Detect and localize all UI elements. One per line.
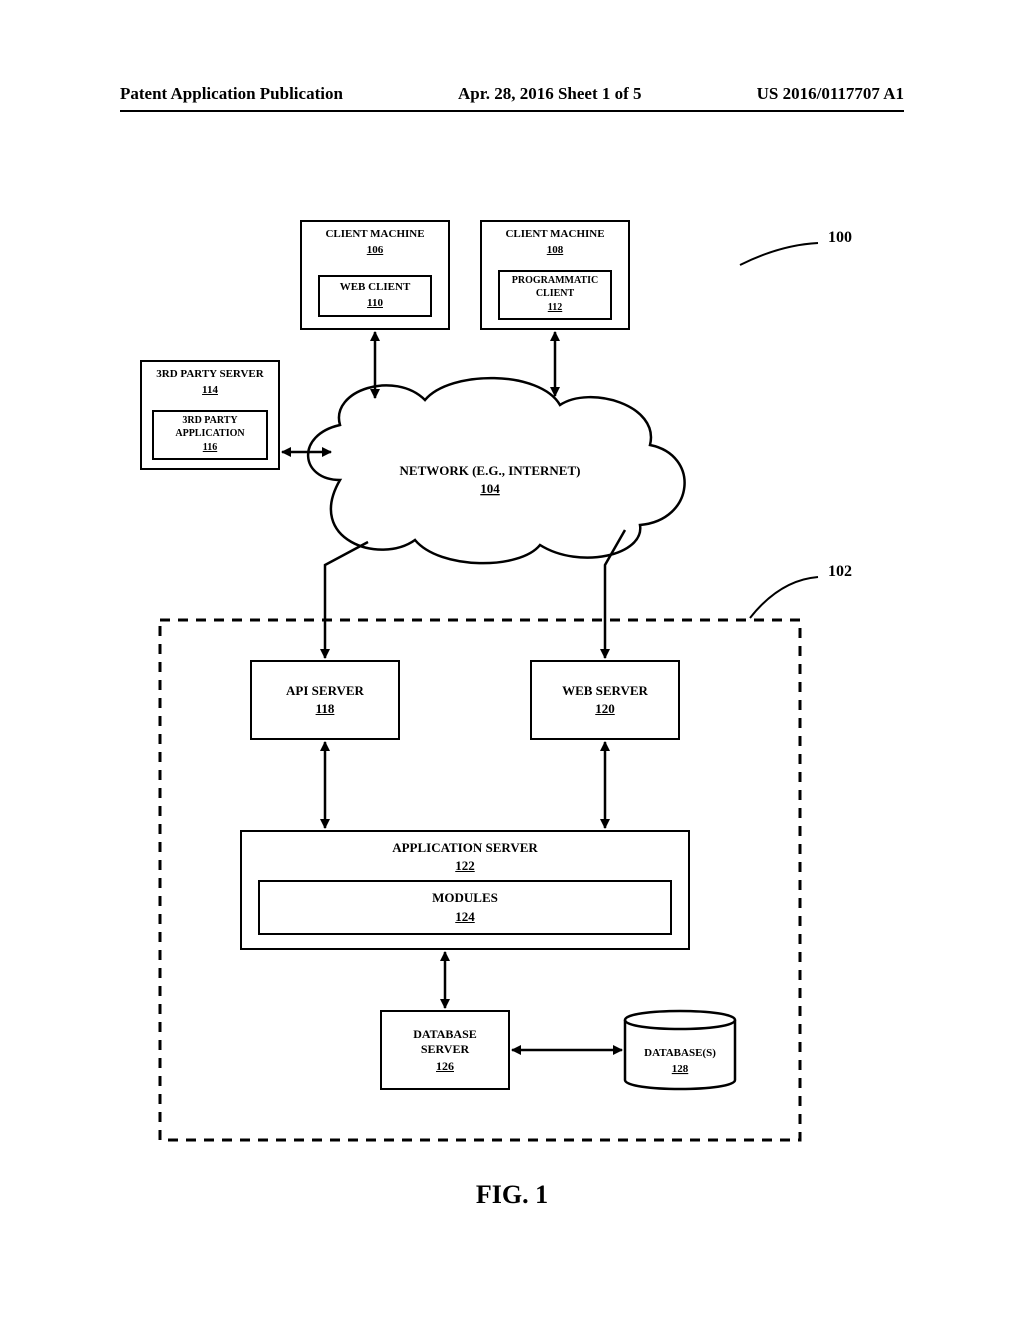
modules-title: MODULES xyxy=(432,890,498,906)
modules-ref: 124 xyxy=(455,909,475,925)
cm2-title: CLIENT MACHINE xyxy=(505,228,604,240)
tpa-ref: 116 xyxy=(203,442,217,455)
header-rule xyxy=(120,110,904,112)
app-ref: 122 xyxy=(392,858,538,874)
web-title: WEB SERVER xyxy=(562,683,648,699)
app-title: APPLICATION SERVER xyxy=(392,840,538,855)
database-server: DATABASE SERVER 126 xyxy=(380,1010,510,1090)
cm1-ref: 106 xyxy=(325,244,424,258)
cm1-title: CLIENT MACHINE xyxy=(325,228,424,240)
dbs-title: DATABASE SERVER xyxy=(388,1027,502,1057)
page-header: Patent Application Publication Apr. 28, … xyxy=(0,84,1024,104)
tps-ref: 114 xyxy=(156,384,263,398)
network-label: NETWORK (E.G., INTERNET) xyxy=(400,463,581,478)
tps-title: 3RD PARTY SERVER xyxy=(156,368,263,380)
header-right: US 2016/0117707 A1 xyxy=(757,84,904,104)
svg-text:100: 100 xyxy=(828,229,852,246)
web-server: WEB SERVER 120 xyxy=(530,660,680,740)
web-client-title: WEB CLIENT xyxy=(340,281,411,295)
svg-text:102: 102 xyxy=(828,563,852,580)
prog-client-ref: 112 xyxy=(548,302,562,315)
api-ref: 118 xyxy=(316,701,335,717)
web-client-ref: 110 xyxy=(367,297,383,311)
web-client: WEB CLIENT 110 xyxy=(318,275,432,317)
dbs-ref: 126 xyxy=(436,1059,454,1074)
leader-102: 102 xyxy=(750,563,852,618)
tpa-title: 3RD PARTY APPLICATION xyxy=(160,415,260,440)
programmatic-client: PROGRAMMATIC CLIENT 112 xyxy=(498,270,612,320)
header-left: Patent Application Publication xyxy=(120,84,343,104)
prog-client-title: PROGRAMMATIC CLIENT xyxy=(506,275,604,300)
api-title: API SERVER xyxy=(286,683,364,699)
api-server: API SERVER 118 xyxy=(250,660,400,740)
network-cloud: NETWORK (E.G., INTERNET) 104 xyxy=(308,378,684,563)
figure-caption: FIG. 1 xyxy=(0,1180,1024,1210)
page: Patent Application Publication Apr. 28, … xyxy=(0,0,1024,1320)
modules: MODULES 124 xyxy=(258,880,672,935)
system-diagram: NETWORK (E.G., INTERNET) 104 DATABASE(S)… xyxy=(140,220,884,1180)
leader-100: 100 xyxy=(740,229,852,265)
database-cylinder: DATABASE(S) 128 xyxy=(625,1011,735,1089)
database-ref: 128 xyxy=(672,1063,689,1075)
header-center: Apr. 28, 2016 Sheet 1 of 5 xyxy=(458,84,642,104)
cm2-ref: 108 xyxy=(505,244,604,258)
network-ref: 104 xyxy=(480,481,500,496)
third-party-application: 3RD PARTY APPLICATION 116 xyxy=(152,410,268,460)
database-label: DATABASE(S) xyxy=(644,1047,716,1059)
web-ref: 120 xyxy=(595,701,615,717)
